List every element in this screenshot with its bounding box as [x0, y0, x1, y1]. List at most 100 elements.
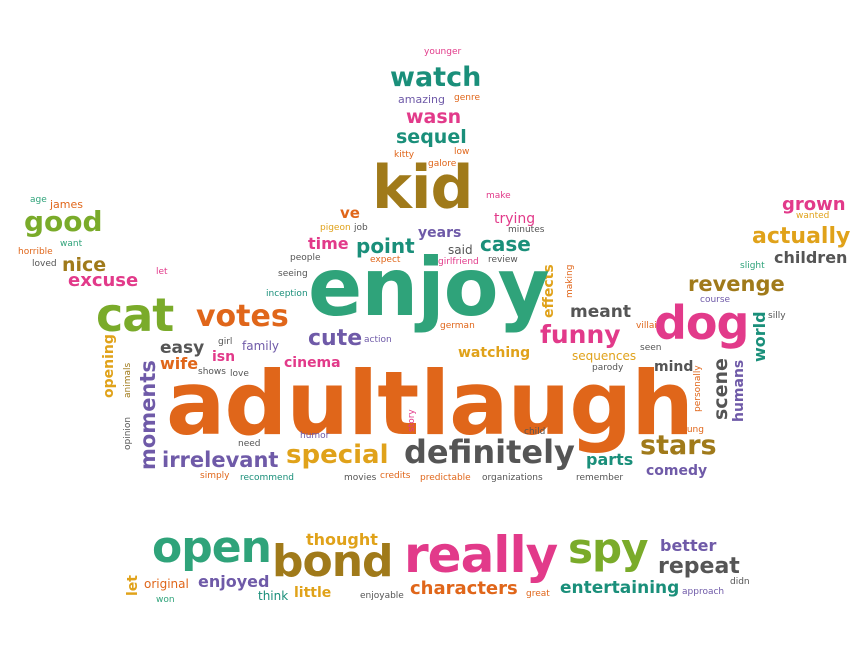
- word-watch: watch: [390, 62, 482, 93]
- word-open: open: [152, 522, 272, 573]
- word-humor: humor: [300, 431, 330, 441]
- word-genre: genre: [454, 93, 480, 103]
- word-need: need: [238, 439, 261, 449]
- word-parts: parts: [586, 450, 634, 469]
- word-mind: mind: [654, 359, 694, 375]
- word-said: said: [448, 243, 473, 257]
- word-case: case: [480, 232, 531, 256]
- word-minutes: minutes: [508, 225, 545, 235]
- word-actually: actually: [752, 224, 851, 249]
- word-won: won: [156, 595, 175, 605]
- word-cat: cat: [96, 288, 174, 342]
- word-family: family: [242, 339, 280, 353]
- word-really: really: [404, 526, 558, 584]
- word-adult: adult: [166, 352, 419, 455]
- word-excuse: excuse: [68, 270, 139, 291]
- word-james: james: [50, 198, 84, 211]
- word-movies: movies: [344, 473, 377, 483]
- word-cinema: cinema: [284, 355, 341, 371]
- word-easy: easy: [160, 338, 205, 358]
- word-wasn: wasn: [406, 106, 462, 128]
- word-amazing: amazing: [398, 93, 445, 106]
- word-silly: silly: [768, 311, 786, 321]
- word-german: german: [440, 321, 475, 331]
- word-repeat: repeat: [658, 554, 740, 579]
- word-recommend: recommend: [240, 473, 294, 483]
- word-good: good: [24, 205, 103, 238]
- word-sequel: sequel: [396, 126, 467, 148]
- word-parody: parody: [592, 363, 624, 373]
- word-grown: grown: [782, 194, 846, 215]
- word-isn: isn: [212, 349, 236, 365]
- word-opening: opening: [101, 334, 117, 398]
- word-sequences: sequences: [572, 349, 637, 363]
- word-seeing: seeing: [278, 269, 308, 279]
- word-personally: personally: [693, 365, 703, 412]
- word-expect: expect: [370, 255, 401, 265]
- word-loved: loved: [32, 259, 57, 269]
- word-animals: animals: [123, 362, 133, 398]
- word-great: great: [526, 589, 550, 599]
- word-meant: meant: [570, 302, 631, 322]
- word-job: job: [354, 223, 368, 233]
- word-young: young: [676, 425, 704, 435]
- word-seen: seen: [640, 343, 662, 353]
- word-revenge: revenge: [688, 272, 785, 296]
- word-let: let: [125, 575, 141, 596]
- word-better: better: [660, 536, 717, 555]
- word-characters: characters: [410, 578, 518, 599]
- word-girl: girl: [218, 337, 233, 347]
- word-let-small: let: [156, 267, 168, 277]
- word-remember: remember: [576, 473, 624, 483]
- word-villain: villain: [636, 321, 663, 331]
- word-slight: slight: [740, 261, 765, 271]
- word-definitely: definitely: [404, 433, 575, 471]
- word-review: review: [488, 255, 518, 265]
- word-think: think: [258, 589, 289, 603]
- word-time: time: [308, 234, 349, 253]
- word-point: point: [356, 234, 415, 258]
- word-special: special: [286, 440, 389, 470]
- word-kitty: kitty: [394, 150, 415, 160]
- word-funny: funny: [540, 320, 621, 349]
- word-world: world: [750, 311, 769, 362]
- word-wanted: wanted: [796, 211, 830, 221]
- word-watching: watching: [458, 345, 531, 361]
- word-opinion: opinion: [123, 416, 133, 450]
- word-wife: wife: [160, 354, 199, 373]
- word-simply: simply: [200, 471, 230, 481]
- word-nice: nice: [62, 254, 107, 276]
- word-approach: approach: [682, 587, 725, 597]
- word-enjoy: enjoy: [308, 241, 550, 334]
- word-make: make: [486, 191, 511, 201]
- word-pigeon: pigeon: [320, 223, 351, 233]
- word-spy: spy: [568, 524, 648, 573]
- word-course: course: [700, 295, 731, 305]
- word-years: years: [418, 225, 462, 241]
- word-girlfriend: girlfriend: [438, 257, 479, 267]
- word-age: age: [30, 195, 47, 205]
- word-laugh: laugh: [420, 352, 694, 455]
- word-story: story: [407, 409, 417, 432]
- word-ve: ve: [340, 204, 360, 222]
- word-cute: cute: [308, 326, 363, 351]
- word-younger: younger: [424, 47, 462, 57]
- word-didn: didn: [730, 577, 750, 587]
- word-little: little: [294, 585, 332, 601]
- word-action: action: [364, 335, 392, 345]
- word-people: people: [290, 253, 321, 263]
- word-comedy: comedy: [646, 463, 708, 479]
- word-dog: dog: [654, 296, 749, 350]
- word-enjoyed: enjoyed: [198, 572, 270, 591]
- word-organizations: organizations: [482, 473, 543, 483]
- word-low: low: [454, 147, 470, 157]
- word-shows: shows: [198, 367, 226, 377]
- word-entertaining: entertaining: [560, 578, 680, 598]
- word-original: original: [144, 577, 189, 591]
- word-trying: trying: [494, 211, 536, 227]
- word-inception: inception: [266, 289, 308, 299]
- word-kid: kid: [372, 153, 473, 223]
- word-love: love: [230, 369, 249, 379]
- word-scene: scene: [710, 358, 732, 420]
